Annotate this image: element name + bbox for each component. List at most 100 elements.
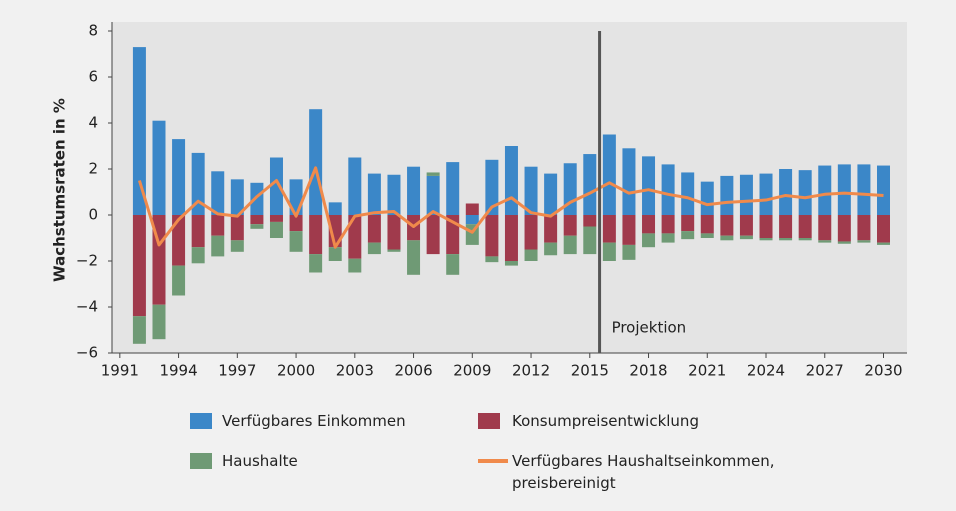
bar: [172, 265, 186, 296]
bar: [269, 221, 283, 238]
bar: [759, 215, 773, 238]
bar: [700, 181, 714, 215]
bar: [622, 215, 636, 245]
bar: [524, 249, 538, 261]
x-tick-label: 2027: [806, 362, 844, 380]
bar: [191, 215, 205, 248]
bar: [681, 172, 695, 215]
y-tick-label: 8: [88, 22, 98, 40]
bar: [152, 120, 166, 215]
y-axis-title: Wachstumsraten in %: [51, 98, 69, 282]
bar: [328, 247, 342, 261]
bar: [739, 215, 753, 236]
bar: [407, 240, 421, 275]
bar: [211, 215, 225, 236]
bar: [798, 238, 812, 241]
bar: [309, 254, 323, 273]
bar: [720, 215, 734, 236]
bar: [328, 202, 342, 215]
bar: [602, 215, 616, 243]
bar: [132, 47, 146, 215]
bar: [544, 215, 558, 243]
y-tick-label: −2: [76, 252, 98, 270]
bar: [132, 215, 146, 317]
bar: [700, 215, 714, 234]
bar: [544, 242, 558, 256]
bar: [583, 215, 597, 227]
bar: [465, 215, 479, 225]
bar: [426, 172, 440, 176]
bar: [504, 215, 518, 261]
bar: [269, 157, 283, 215]
bar: [681, 215, 695, 232]
bar: [759, 238, 773, 241]
bar: [191, 152, 205, 215]
x-tick-label: 1991: [101, 362, 139, 380]
bar: [837, 215, 851, 242]
bar: [602, 134, 616, 215]
bar: [857, 215, 871, 241]
legend-label: Konsumpreisentwicklung: [512, 412, 699, 430]
bar: [191, 247, 205, 264]
bar: [818, 215, 832, 241]
legend-label: Verfügbares Einkommen: [222, 412, 406, 430]
chart: Wachstumsraten in % −6 −4 −2 0 2 4 6 8 1991 1994 1…: [51, 22, 907, 380]
bar: [798, 170, 812, 215]
bar: [877, 215, 891, 243]
bar: [250, 215, 264, 225]
bar: [642, 156, 656, 215]
bar: [739, 174, 753, 215]
bar: [504, 146, 518, 215]
bar: [720, 175, 734, 215]
x-tick-label: 2030: [864, 362, 902, 380]
bar: [230, 179, 244, 215]
bar: [152, 304, 166, 340]
legend-swatch: [190, 453, 212, 469]
bar: [446, 254, 460, 275]
x-tick-label: 2003: [336, 362, 374, 380]
bar: [309, 215, 323, 255]
y-tick-label: 2: [88, 160, 98, 178]
x-tick-label: 2006: [394, 362, 432, 380]
bar: [172, 215, 186, 266]
bar: [367, 242, 381, 255]
bar: [857, 164, 871, 215]
bar: [211, 235, 225, 257]
bar: [367, 173, 381, 215]
bar: [387, 249, 401, 252]
bar: [426, 175, 440, 215]
bar: [739, 235, 753, 240]
bar: [230, 240, 244, 252]
bar: [524, 166, 538, 215]
x-tick-label: 2009: [453, 362, 491, 380]
bar: [622, 148, 636, 215]
bar: [465, 203, 479, 215]
bar: [681, 231, 695, 240]
legend-swatch: [478, 459, 508, 463]
bar: [230, 215, 244, 241]
bar: [877, 165, 891, 215]
bar: [504, 261, 518, 266]
bar: [446, 162, 460, 215]
bar: [407, 166, 421, 215]
x-tick-label: 1997: [218, 362, 256, 380]
bar: [524, 215, 538, 250]
legend-label: Haushalte: [222, 452, 298, 470]
bar: [837, 241, 851, 244]
bar: [759, 173, 773, 215]
bar: [720, 235, 734, 241]
bar: [837, 164, 851, 215]
x-tick-label: 2018: [629, 362, 667, 380]
bar: [269, 215, 283, 222]
x-tick-label: 2015: [571, 362, 609, 380]
y-tick-label: 6: [88, 68, 98, 86]
bar: [348, 258, 362, 273]
bar: [818, 165, 832, 215]
annotation: Projektion: [612, 319, 687, 337]
bar: [700, 233, 714, 238]
bar: [387, 215, 401, 250]
bar: [642, 233, 656, 248]
x-tick-label: 2012: [512, 362, 550, 380]
y-tick-label: −4: [76, 298, 98, 316]
bar: [250, 182, 264, 215]
